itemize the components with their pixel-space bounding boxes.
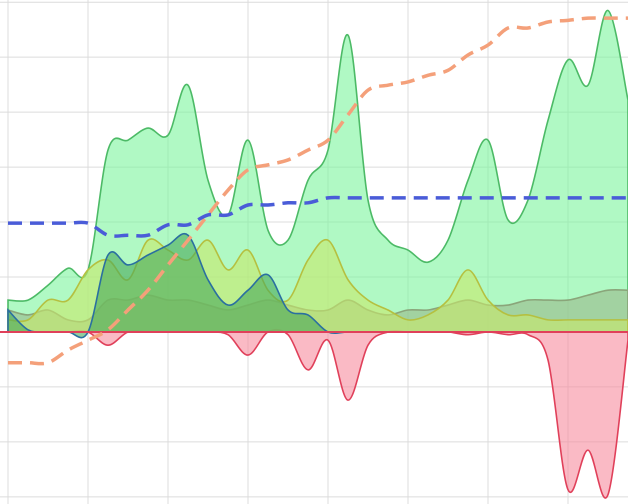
area <box>8 328 628 499</box>
line <box>8 16 628 366</box>
line <box>8 195 628 238</box>
